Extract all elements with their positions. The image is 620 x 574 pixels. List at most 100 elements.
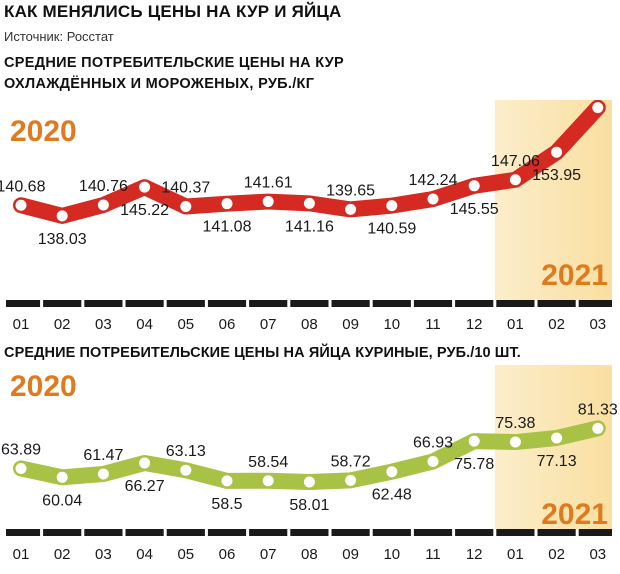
chicken-tick-label-10: 10 xyxy=(383,316,400,333)
eggs-point-9 xyxy=(345,474,357,486)
chicken-price-chart: 2020 2021 140.68 01 138.03 02 140.76 03 145.22 04… xyxy=(0,100,612,333)
chicken-tick-label-2: 02 xyxy=(54,316,71,333)
chicken-tick-label-14: 02 xyxy=(548,316,565,333)
eggs-axis-tick xyxy=(534,529,538,536)
chicken-axis-tick xyxy=(493,300,497,307)
chicken-data-label-14: 153.95 xyxy=(532,167,581,184)
eggs-data-label-5: 63.13 xyxy=(166,443,206,460)
chicken-point-5 xyxy=(180,201,192,213)
chicken-data-label-5: 140.37 xyxy=(161,180,210,197)
chicken-tick-label-3: 03 xyxy=(95,316,112,333)
chicken-point-1 xyxy=(15,199,27,211)
eggs-tick-label-5: 05 xyxy=(177,546,194,563)
chicken-axis-tick xyxy=(287,300,291,307)
chicken-point-8 xyxy=(303,197,315,209)
eggs-data-label-9: 58.72 xyxy=(331,453,371,470)
chicken-tick-label-4: 04 xyxy=(136,316,153,333)
chicken-highlight-band xyxy=(494,100,612,300)
chicken-point-11 xyxy=(427,193,439,205)
eggs-axis-tick xyxy=(81,529,85,536)
eggs-data-label-1: 63.89 xyxy=(1,441,41,458)
eggs-axis-tick xyxy=(493,529,497,536)
chicken-point-4 xyxy=(139,181,151,193)
eggs-point-12 xyxy=(468,435,480,447)
chicken-data-label-4: 145.22 xyxy=(120,202,169,219)
chicken-data-label-12: 145.55 xyxy=(450,201,499,218)
eggs-point-14 xyxy=(551,432,563,444)
eggs-point-15 xyxy=(592,422,604,434)
chicken-year-end-label: 2021 xyxy=(541,259,608,292)
chicken-point-12 xyxy=(468,180,480,192)
chicken-axis-tick xyxy=(246,300,250,307)
eggs-tick-label-4: 04 xyxy=(136,546,153,563)
eggs-point-5 xyxy=(180,464,192,476)
chicken-axis-tick xyxy=(81,300,85,307)
chicken-axis-tick xyxy=(204,300,208,307)
source-note: Источник: Росстат xyxy=(4,29,114,44)
chicken-axis-tick xyxy=(369,300,373,307)
eggs-tick-label-6: 06 xyxy=(219,546,236,563)
chicken-data-label-11: 142.24 xyxy=(409,172,458,189)
eggs-tick-label-12: 12 xyxy=(466,546,483,563)
chicken-tick-label-15: 03 xyxy=(589,316,606,333)
chicken-data-label-7: 141.61 xyxy=(244,175,293,192)
chicken-axis-tick xyxy=(410,300,414,307)
eggs-axis-tick xyxy=(122,529,126,536)
eggs-tick-label-15: 03 xyxy=(589,546,606,563)
eggs-tick-label-3: 03 xyxy=(95,546,112,563)
chicken-point-7 xyxy=(262,196,274,208)
eggs-data-label-10: 62.48 xyxy=(372,487,412,504)
eggs-point-8 xyxy=(303,476,315,488)
chicken-axis-tick xyxy=(534,300,538,307)
eggs-tick-label-13: 01 xyxy=(507,546,524,563)
chicken-data-label-9: 139.65 xyxy=(326,182,375,199)
chicken-axis-tick xyxy=(328,300,332,307)
chicken-point-13 xyxy=(509,174,521,186)
eggs-data-label-7: 58.54 xyxy=(248,454,288,471)
chicken-point-14 xyxy=(551,146,563,158)
eggs-axis-tick xyxy=(204,529,208,536)
eggs-tick-label-1: 01 xyxy=(13,546,30,563)
eggs-tick-label-8: 08 xyxy=(301,546,318,563)
eggs-year-end-label: 2021 xyxy=(541,498,608,531)
chicken-data-label-3: 140.76 xyxy=(79,178,128,195)
chicken-data-label-13: 147.06 xyxy=(491,153,540,170)
eggs-point-13 xyxy=(509,436,521,448)
chicken-point-2 xyxy=(56,210,68,222)
chicken-axis-tick xyxy=(122,300,126,307)
eggs-tick-label-10: 10 xyxy=(383,546,400,563)
eggs-axis-tick xyxy=(246,529,250,536)
egg-price-chart: 2020 2021 63.89 01 60.04 02 61.47 03 66.27 04 63.1… xyxy=(1,365,618,563)
chicken-point-9 xyxy=(345,203,357,215)
chicken-axis-tick xyxy=(452,300,456,307)
eggs-point-3 xyxy=(97,468,109,480)
eggs-axis-tick xyxy=(575,529,579,536)
eggs-axis-tick xyxy=(287,529,291,536)
eggs-year-start-label: 2020 xyxy=(10,370,77,403)
eggs-axis-tick xyxy=(452,529,456,536)
eggs-axis-tick xyxy=(163,529,167,536)
eggs-axis-tick xyxy=(410,529,414,536)
eggs-point-1 xyxy=(15,462,27,474)
chicken-data-label-10: 140.59 xyxy=(367,221,416,238)
chart-title-chicken-line2: ОХЛАЖДЁННЫХ И МОРОЖЕНЫХ, РУБ./КГ xyxy=(4,76,315,92)
eggs-tick-label-7: 07 xyxy=(260,546,277,563)
eggs-axis-tick xyxy=(369,529,373,536)
chart-title-eggs: СРЕДНИЕ ПОТРЕБИТЕЛЬСКИЕ ЦЕНЫ НА ЯЙЦА КУР… xyxy=(4,345,521,361)
eggs-data-label-2: 60.04 xyxy=(42,492,82,509)
eggs-tick-label-11: 11 xyxy=(425,546,441,563)
chicken-tick-label-11: 11 xyxy=(425,316,441,333)
chicken-tick-label-8: 08 xyxy=(301,316,318,333)
chicken-data-label-6: 141.08 xyxy=(203,219,252,236)
chicken-point-10 xyxy=(386,200,398,212)
chicken-axis-tick xyxy=(575,300,579,307)
chicken-data-label-1: 140.68 xyxy=(0,178,46,195)
page-title: КАК МЕНЯЛИСЬ ЦЕНЫ НА КУР И ЯЙЦА xyxy=(4,2,342,21)
eggs-point-7 xyxy=(262,475,274,487)
eggs-data-label-8: 58.01 xyxy=(289,497,329,514)
chicken-tick-label-7: 07 xyxy=(260,316,277,333)
chicken-tick-label-9: 09 xyxy=(342,316,359,333)
chicken-axis-tick xyxy=(163,300,167,307)
eggs-axis-bar xyxy=(6,529,612,536)
eggs-data-label-3: 61.47 xyxy=(83,447,123,464)
